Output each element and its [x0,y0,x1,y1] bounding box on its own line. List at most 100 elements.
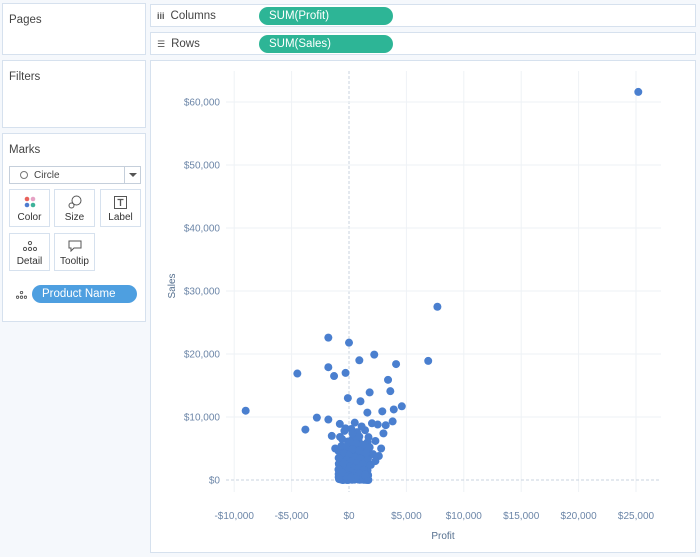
chevron-down-icon[interactable] [124,167,140,183]
tooltip-button[interactable]: Tooltip [54,233,95,271]
data-point[interactable] [397,402,406,411]
marks-card: Marks Circle Color Size [2,133,146,322]
data-point[interactable] [341,368,350,377]
data-point[interactable] [335,419,344,428]
y-tick-label: $0 [209,476,221,487]
data-point[interactable] [362,448,371,457]
pages-title: Pages [9,14,42,26]
y-tick-label: $60,000 [184,98,221,109]
sum-profit-pill-label: SUM(Profit) [269,10,330,22]
filters-card[interactable]: Filters [2,60,146,128]
marks-title: Marks [9,144,41,156]
data-point[interactable] [370,350,379,359]
detail-button[interactable]: Detail [9,233,50,271]
data-point[interactable] [301,425,310,434]
data-point[interactable] [324,333,333,342]
mark-type-dropdown[interactable]: Circle [9,166,141,184]
columns-shelf-label: iii Columns [157,10,216,22]
data-point[interactable] [378,407,387,416]
y-tick-label: $30,000 [184,287,221,298]
x-tick-label: -$5,000 [275,511,309,522]
x-tick-label: $0 [343,511,355,522]
tooltip-icon [55,234,94,254]
data-point[interactable] [331,444,340,453]
data-point[interactable] [330,372,339,381]
grid-layer [226,71,661,492]
x-tick-label: $25,000 [618,511,655,522]
data-point[interactable] [327,431,336,440]
data-point[interactable] [355,356,364,365]
data-point[interactable] [634,87,643,96]
data-point[interactable] [371,457,380,466]
sum-sales-pill-label: SUM(Sales) [269,38,331,50]
size-label: Size [64,212,85,223]
data-point[interactable] [424,356,433,365]
color-button[interactable]: Color [9,189,50,227]
data-point[interactable] [338,468,347,477]
x-axis-title: Profit [431,531,455,542]
data-point[interactable] [373,420,382,429]
data-point[interactable] [389,405,398,414]
data-point[interactable] [433,302,442,311]
data-point[interactable] [377,444,386,453]
y-axis-title: Sales [167,273,178,298]
data-point[interactable] [348,445,357,454]
filters-title: Filters [9,71,41,83]
product-name-pill-label: Product Name [42,288,116,300]
data-point[interactable] [324,363,333,372]
y-tick-label: $10,000 [184,413,221,424]
data-point[interactable] [364,433,373,442]
rows-shelf-label: ☰ Rows [157,38,200,50]
data-point[interactable] [347,424,356,433]
scatter-plot[interactable]: -$10,000 -$5,000 $0 $5,000 $10,000 $15,000 $20… [151,61,695,552]
x-tick-label: $15,000 [503,511,540,522]
pages-card[interactable]: Pages [2,3,146,55]
size-icon [55,190,94,210]
data-point[interactable] [386,387,395,396]
data-point[interactable] [312,413,321,422]
rows-shelf[interactable]: ☰ Rows SUM(Sales) [150,32,696,55]
x-tick-label: -$10,000 [214,511,254,522]
size-button[interactable]: Size [54,189,95,227]
data-point[interactable] [384,375,393,384]
sum-sales-pill[interactable]: SUM(Sales) [259,35,393,53]
data-point[interactable] [361,426,370,435]
product-name-pill[interactable]: Product Name [32,285,137,303]
mark-type-label: Circle [34,169,60,181]
data-point[interactable] [338,435,347,444]
data-point[interactable] [324,415,333,424]
data-point[interactable] [355,432,364,441]
data-point[interactable] [392,360,401,369]
data-point[interactable] [345,338,353,347]
data-point[interactable] [340,426,349,435]
data-point[interactable] [361,470,370,479]
data-point[interactable] [363,408,372,417]
data-point[interactable] [365,388,374,397]
data-point[interactable] [356,397,365,406]
label-icon [101,190,140,210]
data-point[interactable] [343,394,352,403]
rows-icon: ☰ [157,38,166,49]
data-point[interactable] [371,436,380,445]
y-tick-label: $50,000 [184,161,221,172]
detail-label: Detail [16,256,43,267]
data-point[interactable] [334,453,343,462]
rows-label: Rows [171,38,200,50]
detail-icon [10,234,49,254]
color-icon [10,190,49,210]
axis-layer: -$10,000 -$5,000 $0 $5,000 $10,000 $15,000 $20… [184,98,655,523]
data-point[interactable] [241,406,250,415]
x-tick-label: $10,000 [446,511,483,522]
sum-profit-pill[interactable]: SUM(Profit) [259,7,393,25]
data-point[interactable] [388,417,397,426]
label-button[interactable]: Label [100,189,141,227]
data-point[interactable] [350,418,359,427]
data-point[interactable] [346,473,355,482]
data-point[interactable] [355,446,364,455]
data-point[interactable] [293,369,302,378]
data-point[interactable] [381,421,390,430]
chart-area[interactable]: -$10,000 -$5,000 $0 $5,000 $10,000 $15,000 $20… [150,60,696,553]
data-point[interactable] [379,429,388,438]
columns-shelf[interactable]: iii Columns SUM(Profit) [150,4,696,27]
points-layer [241,87,643,484]
